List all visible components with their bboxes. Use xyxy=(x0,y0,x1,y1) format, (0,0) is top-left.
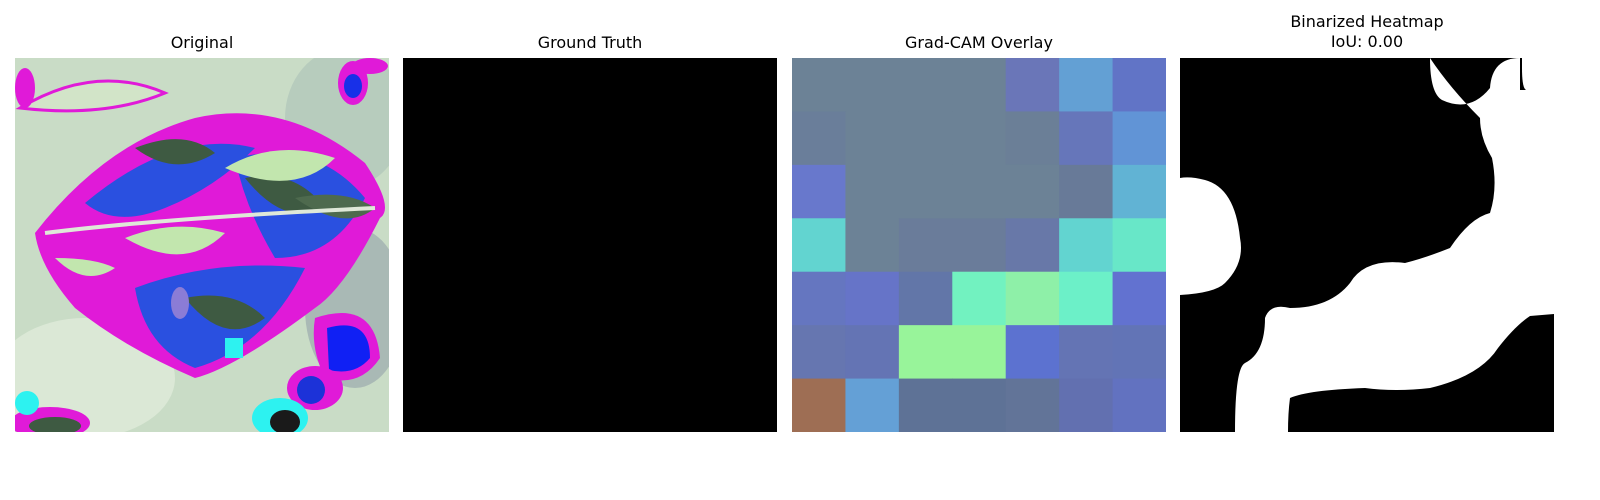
ground-truth-mask xyxy=(403,58,777,432)
leaf-picture xyxy=(15,58,389,432)
binarized-heatmap xyxy=(1180,58,1554,432)
gradcam-cell xyxy=(952,164,1007,219)
binarized-title-line: Binarized Heatmap xyxy=(1290,12,1444,31)
gradcam-cell xyxy=(898,111,953,166)
gradcam-cell xyxy=(1112,58,1166,113)
gradcam-cell xyxy=(1059,325,1114,380)
gradcam-overlay xyxy=(792,58,1166,432)
gradcam-cell xyxy=(792,111,847,166)
gradcam-cell xyxy=(792,164,847,219)
gradcam-cell xyxy=(845,271,900,326)
gradcam-cell xyxy=(1059,111,1114,166)
gradcam-cell xyxy=(792,325,847,380)
original-panel: Original xyxy=(15,0,389,500)
gradcam-cell xyxy=(1112,164,1166,219)
ground-truth-panel: Ground Truth xyxy=(403,0,777,500)
gradcam-cell xyxy=(1005,218,1060,273)
gradcam-cell xyxy=(845,325,900,380)
gradcam-cell xyxy=(952,271,1007,326)
gradcam-cell xyxy=(898,378,953,432)
gradcam-cell xyxy=(1059,378,1114,432)
gradcam-cell xyxy=(952,218,1007,273)
gradcam-cell xyxy=(1005,164,1060,219)
gradcam-cell xyxy=(792,58,847,113)
binarized-title: Binarized Heatmap IoU: 0.00 xyxy=(1180,12,1554,52)
gradcam-cell xyxy=(845,111,900,166)
ground-truth-title: Ground Truth xyxy=(537,33,643,52)
original-image xyxy=(15,58,389,432)
gradcam-cell xyxy=(792,218,847,273)
gradcam-cell xyxy=(1112,111,1166,166)
gradcam-panel: Grad-CAM Overlay xyxy=(792,0,1166,500)
gradcam-cell xyxy=(952,325,1007,380)
gradcam-cell xyxy=(1059,271,1114,326)
gradcam-cell xyxy=(1005,325,1060,380)
gradcam-cell xyxy=(898,325,953,380)
gradcam-cell xyxy=(845,164,900,219)
gradcam-cell xyxy=(898,58,953,113)
gradcam-cell xyxy=(1112,218,1166,273)
gradcam-cell xyxy=(1059,164,1114,219)
binarized-panel: Binarized Heatmap IoU: 0.00 xyxy=(1180,0,1554,500)
gradcam-title: Grad-CAM Overlay xyxy=(905,33,1053,52)
gradcam-cell xyxy=(898,164,953,219)
gradcam-cell xyxy=(845,58,900,113)
gradcam-cell xyxy=(1005,378,1060,432)
gradcam-cell xyxy=(1112,378,1166,432)
gradcam-cell xyxy=(1059,58,1114,113)
gradcam-cell xyxy=(1005,271,1060,326)
iou-label: IoU: 0.00 xyxy=(1330,32,1404,51)
gradcam-cell xyxy=(952,378,1007,432)
gradcam-cell xyxy=(1112,271,1166,326)
gradcam-cell xyxy=(952,58,1007,113)
gradcam-cell xyxy=(898,218,953,273)
gradcam-cell xyxy=(845,218,900,273)
gradcam-cell xyxy=(792,378,847,432)
gradcam-cell xyxy=(898,271,953,326)
gradcam-cell xyxy=(1112,325,1166,380)
gradcam-cell xyxy=(1059,218,1114,273)
binarized-mask xyxy=(1180,58,1554,432)
gradcam-heatmap-grid xyxy=(792,58,1166,432)
gradcam-cell xyxy=(952,111,1007,166)
gradcam-cell xyxy=(792,271,847,326)
gradcam-cell xyxy=(1005,111,1060,166)
original-title: Original xyxy=(170,33,234,52)
gradcam-cell xyxy=(845,378,900,432)
gradcam-cell xyxy=(1005,58,1060,113)
